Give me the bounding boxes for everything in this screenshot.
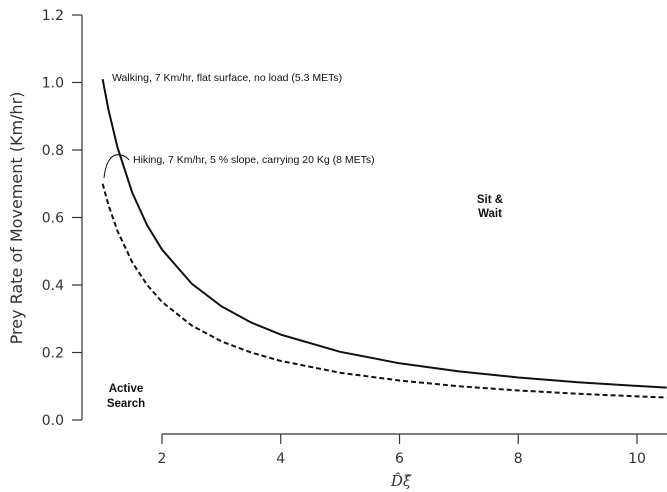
y-tick-label: 0.8: [42, 143, 64, 159]
x-tick-label: 10: [628, 451, 646, 467]
walking-label: Walking, 7 Km/hr, flat surface, no load …: [112, 72, 342, 84]
y-axis-title: Prey Rate of Movement (Km/hr): [7, 92, 26, 345]
x-ticks: 2 4 6 8 10: [158, 434, 646, 467]
y-ticks: 0.0 0.2 0.4 0.6 0.8 1.0 1.2: [42, 8, 82, 429]
hiking-label-connector: [103, 154, 130, 179]
active-search-label: Active: [109, 383, 144, 395]
x-axis-title: D̂ξ̂: [390, 472, 412, 490]
x-tick-label: 6: [395, 451, 404, 467]
sit-wait-label: Sit &: [477, 194, 503, 206]
y-tick-label: 1.0: [42, 76, 64, 92]
x-tick-label: 8: [514, 451, 523, 467]
y-tick-label: 0.6: [42, 211, 64, 227]
series-layer: [101, 78, 667, 399]
hiking-series-line: [101, 183, 667, 399]
x-tick-label: 2: [158, 451, 167, 467]
sit-wait-label: Wait: [478, 208, 502, 220]
hiking-label: Hiking, 7 Km/hr, 5 % slope, carrying 20 …: [133, 154, 375, 166]
x-tick-label: 4: [276, 451, 285, 467]
y-tick-label: 1.2: [42, 8, 64, 24]
y-tick-label: 0.0: [42, 413, 64, 429]
active-search-label: Search: [107, 398, 145, 410]
walking-series-line: [101, 78, 667, 389]
y-tick-label: 0.4: [42, 278, 64, 294]
y-tick-label: 0.2: [42, 346, 64, 362]
